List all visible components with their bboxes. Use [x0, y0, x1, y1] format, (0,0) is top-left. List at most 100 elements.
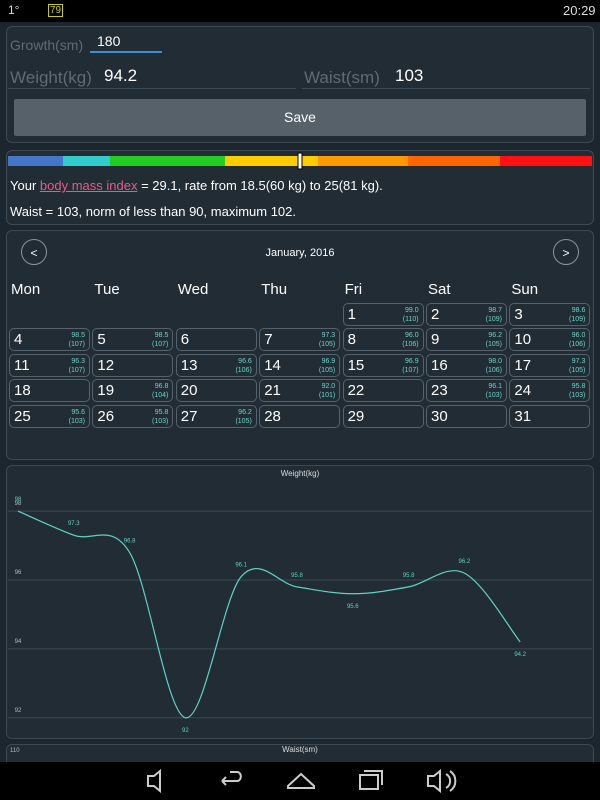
day-weight: 96.3 — [71, 357, 85, 365]
day-values: 96.0 (106) — [569, 331, 585, 349]
line — [17, 510, 521, 719]
day-waist: (107) — [402, 366, 419, 374]
day-cell[interactable]: 5 98.5 (107) — [92, 328, 174, 352]
day-number: 18 — [14, 382, 31, 400]
day-values: 96.2 (105) — [235, 408, 251, 426]
day-cell[interactable]: 16 98.0 (106) — [426, 353, 507, 377]
bmi-scale — [8, 152, 592, 170]
day-weight: 95.8 — [154, 408, 169, 416]
day-weight: 95.8 — [571, 383, 586, 391]
day-values: 95.6 (103) — [69, 408, 85, 426]
value-label: 94.2 — [514, 652, 526, 658]
day-cell[interactable]: 27 96.2 (105) — [175, 404, 257, 428]
save-button[interactable]: Save — [14, 99, 586, 136]
battery: 79 — [48, 4, 64, 17]
day-number: 31 — [514, 407, 532, 425]
day-cell[interactable]: 15 96.9 (107) — [342, 353, 424, 377]
y-tick-label: 98 — [15, 501, 22, 507]
day-cell[interactable]: 4 98.5 (107) — [9, 328, 90, 352]
day-cell[interactable]: 18 — [9, 379, 90, 403]
next-month[interactable]: > — [553, 239, 579, 265]
day-cell[interactable]: 10 96.0 (106) — [509, 328, 591, 352]
day-number: 28 — [264, 407, 281, 425]
day-waist: (104) — [152, 392, 169, 400]
day-number: 16 — [431, 356, 448, 374]
day-cell[interactable]: 24 95.8 (103) — [509, 379, 591, 403]
day-waist: (107) — [68, 366, 85, 374]
weight-input[interactable]: 94.2 — [104, 66, 138, 85]
day-cell[interactable]: 30 — [426, 404, 507, 428]
back[interactable] — [221, 771, 242, 786]
day-waist: (105) — [318, 341, 336, 349]
day-cell[interactable]: 25 95.6 (103) — [9, 404, 90, 428]
day-cell[interactable]: 19 96.8 (104) — [92, 379, 174, 403]
day-weight: 96.2 — [238, 408, 252, 416]
day-number: 27 — [180, 407, 198, 425]
day-cell[interactable]: 2 98.7 (109) — [426, 303, 507, 326]
day-cell[interactable]: 31 — [509, 404, 591, 428]
y-tick-label: 110 — [10, 748, 20, 754]
day-cell[interactable]: 1 99.0 (110) — [342, 303, 424, 326]
day-values: 98.6 (109) — [569, 306, 585, 324]
day-cell[interactable]: 28 — [259, 404, 341, 428]
day-cell[interactable]: 22 — [342, 379, 424, 403]
day-number: 5 — [97, 331, 106, 349]
day-weight: 96.9 — [404, 357, 419, 365]
clock: 20:29 — [563, 3, 596, 18]
day-cell[interactable]: 9 96.2 (105) — [426, 328, 507, 352]
day-cell[interactable]: 23 96.1 (103) — [426, 379, 507, 403]
volume-up[interactable] — [427, 768, 457, 794]
value-label: 95.8 — [291, 573, 303, 579]
day-weight: 96.2 — [488, 332, 502, 340]
waist-label: Waist(sm) — [304, 68, 380, 87]
prev-month[interactable]: < — [21, 239, 47, 265]
volume-down[interactable] — [147, 768, 161, 794]
waist-text: Waist = 103, norm of less than 90, maxim… — [10, 204, 297, 219]
value-label: 95.6 — [347, 604, 359, 610]
home[interactable] — [287, 772, 315, 789]
day-values: 96.9 (105) — [319, 357, 335, 375]
weight-label: Weight(kg) — [10, 68, 92, 87]
day-cell[interactable]: 29 — [342, 404, 424, 428]
day-waist: (107) — [68, 341, 85, 349]
day-number: 12 — [97, 356, 115, 374]
day-waist: (103) — [569, 392, 586, 400]
day-number: 23 — [431, 382, 448, 400]
day-number: 10 — [514, 331, 532, 349]
bmi-link[interactable]: body mass index — [39, 178, 138, 193]
day-values: 96.0 (106) — [402, 331, 418, 349]
day-number: 3 — [514, 306, 523, 323]
day-cell[interactable]: 3 98.6 (109) — [509, 303, 591, 326]
day-values: 96.9 (107) — [402, 357, 418, 375]
day-cell[interactable]: 6 — [175, 328, 257, 352]
recents[interactable] — [359, 770, 383, 790]
day-waist: (103) — [68, 417, 85, 425]
day-number: 26 — [97, 407, 115, 425]
day-waist: (106) — [402, 341, 419, 349]
day-cell[interactable]: 13 96.6 (106) — [175, 353, 257, 377]
day-cell[interactable]: 7 97.3 (105) — [259, 328, 341, 352]
day-cell[interactable]: 26 95.8 (103) — [92, 404, 174, 428]
calendar-panel — [6, 230, 594, 460]
day-cell[interactable]: 11 96.3 (107) — [9, 353, 90, 377]
weekday: Mon — [11, 281, 41, 298]
day-number: 6 — [180, 331, 190, 349]
day-waist: (105) — [485, 341, 502, 349]
day-cell[interactable]: 21 92.0 (101) — [259, 379, 341, 403]
day-cell[interactable]: 20 — [175, 379, 257, 403]
day-cell[interactable]: 14 96.9 (105) — [259, 353, 341, 377]
day-values: 96.2 (105) — [486, 331, 502, 349]
day-cell[interactable]: 12 — [92, 353, 174, 377]
day-cell[interactable]: 17 97.3 (105) — [509, 353, 591, 377]
day-weight: 96.8 — [154, 383, 169, 391]
day-weight: 92.0 — [321, 383, 336, 391]
y-tick-label: 92 — [15, 708, 22, 714]
waist-input[interactable]: 103 — [395, 66, 424, 85]
chart-title: Weight(kg) — [281, 469, 320, 478]
growth-input[interactable]: 180 — [90, 33, 162, 53]
day-weight: 98.7 — [488, 307, 502, 314]
day-cell[interactable]: 8 96.0 (106) — [342, 328, 424, 352]
day-waist: (106) — [485, 366, 502, 374]
value-label: 96.8 — [124, 538, 136, 544]
